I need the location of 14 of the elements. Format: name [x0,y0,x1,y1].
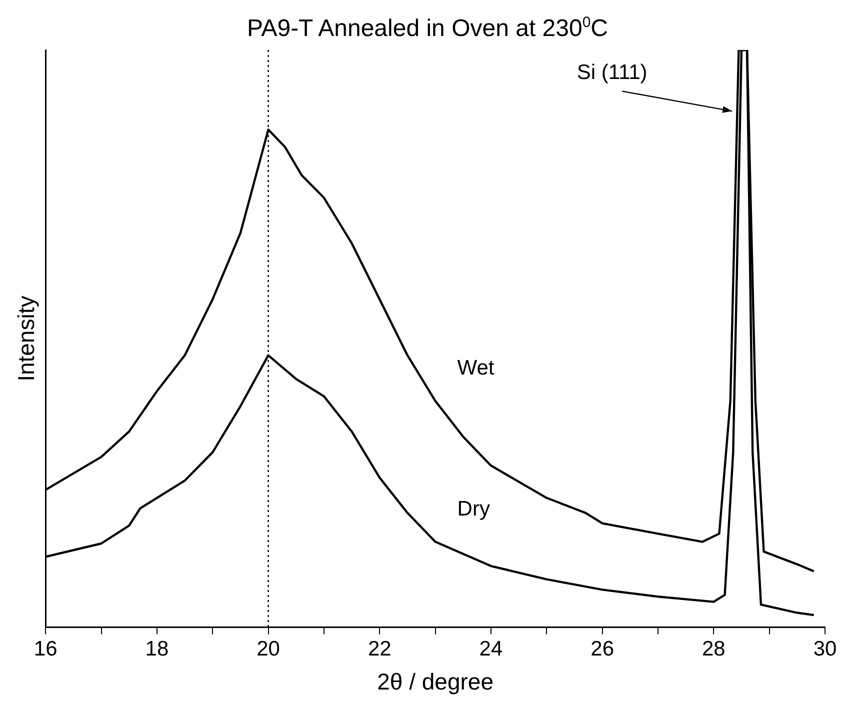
x-tick-label: 26 [590,638,614,661]
x-tick-label: 24 [479,638,503,661]
x-axis-title: 2θ / degree [377,668,494,695]
series-label: Wet [457,356,494,380]
x-tick-label: 20 [256,638,280,661]
x-tick-label: 22 [368,638,392,661]
chart-title: PA9-T Annealed in Oven at 230$^{0}$C [246,14,610,43]
annotation: Si (111) [576,60,648,84]
series-label: Dry [457,498,490,521]
x-tick-label: 18 [145,638,169,661]
x-tick-label: 16 [34,638,58,661]
x-tick-label: 30 [813,638,837,661]
x-tick-label: 28 [702,638,726,661]
y-axis-title: Intensity [13,295,40,382]
